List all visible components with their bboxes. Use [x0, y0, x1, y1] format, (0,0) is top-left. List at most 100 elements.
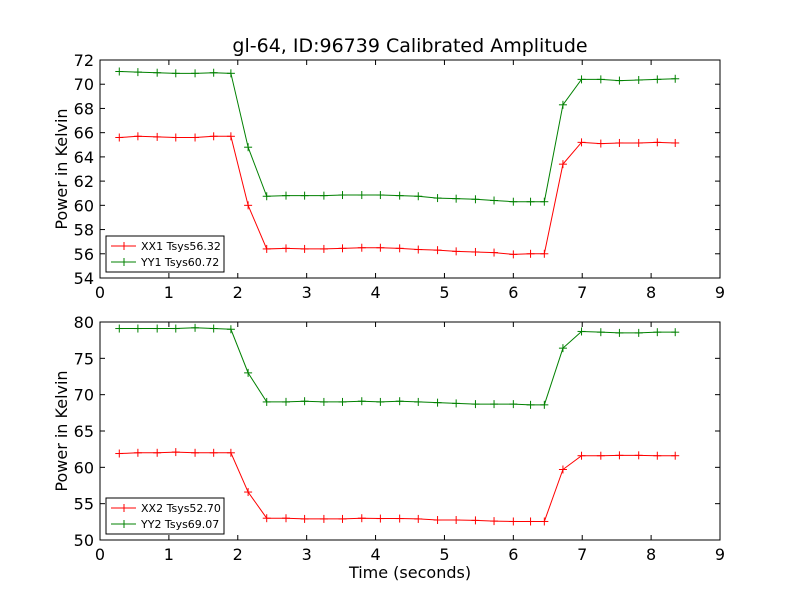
data-point-marker: [191, 448, 200, 457]
data-point-marker: [133, 448, 142, 457]
data-point-marker: [653, 75, 662, 84]
legend-label: XX2 Tsys52.70: [141, 502, 221, 515]
y-tick-label: 50: [74, 531, 94, 550]
data-point-marker: [452, 194, 461, 203]
data-point-marker: [509, 517, 518, 526]
data-point-marker: [615, 138, 624, 147]
data-point-marker: [191, 323, 200, 332]
y-tick-label: 66: [74, 124, 94, 143]
data-point-marker: [153, 68, 162, 77]
figure-title: gl-64, ID:96739 Calibrated Amplitude: [232, 35, 587, 57]
data-point-marker: [282, 191, 290, 200]
data-point-marker: [300, 191, 309, 200]
x-tick-label: 1: [164, 283, 174, 302]
legend-box: [105, 235, 225, 273]
data-point-marker: [490, 517, 499, 526]
x-tick-label: 6: [508, 283, 518, 302]
data-point-marker: [414, 245, 423, 254]
data-point-marker: [244, 488, 253, 497]
data-point-marker: [226, 69, 235, 78]
x-tick-label: 9: [715, 545, 725, 564]
data-point-marker: [115, 324, 124, 333]
data-point-marker: [540, 197, 549, 206]
legend-item: YY1 Tsys60.72: [111, 256, 219, 269]
data-point-marker: [191, 69, 200, 78]
legend-item: YY2 Tsys69.07: [111, 518, 219, 531]
y-tick-label: 64: [74, 148, 94, 167]
data-point-marker: [319, 191, 328, 200]
series-xx1: [115, 132, 680, 259]
data-point-marker: [209, 324, 218, 333]
x-tick-label: 4: [370, 545, 380, 564]
data-point-marker: [376, 243, 385, 252]
y-tick-label: 55: [74, 495, 94, 514]
legend-label: YY1 Tsys60.72: [140, 256, 219, 269]
data-point-marker: [471, 195, 480, 204]
data-point-marker: [338, 514, 347, 523]
data-point-marker: [509, 197, 518, 206]
data-point-marker: [615, 451, 624, 460]
data-point-marker: [471, 247, 480, 256]
x-tick-label: 7: [577, 283, 587, 302]
x-tick-label: 9: [715, 283, 725, 302]
data-point-marker: [300, 397, 309, 406]
y-tick-label: 72: [74, 51, 94, 70]
bottom-panel: 0 1 2 3 4 5 6 7 8 9 50 55 60 65 70 75 80 Power in Kelvin T…: [52, 313, 725, 582]
data-point-marker: [558, 465, 567, 474]
data-point-marker: [282, 397, 290, 406]
data-point-marker: [526, 249, 535, 258]
data-point-marker: [226, 448, 235, 457]
y-tick-label: 80: [74, 313, 94, 332]
plot-area-frame: [99, 59, 721, 279]
y-tick-label: 54: [74, 269, 94, 288]
y-tick-label: 70: [74, 75, 94, 94]
data-point-marker: [395, 244, 404, 253]
data-point-marker: [209, 132, 218, 141]
series-yy1: [115, 67, 680, 206]
y-tick-label: 75: [74, 349, 94, 368]
data-point-marker: [452, 247, 461, 256]
x-tick-label: 4: [370, 283, 380, 302]
y-tick-label: 56: [74, 245, 94, 264]
data-point-marker: [490, 248, 499, 257]
data-point-marker: [209, 448, 218, 457]
y-tick-label: 62: [74, 172, 94, 191]
x-tick-label: 8: [646, 283, 656, 302]
legend: XX2 Tsys52.70 YY2 Tsys69.07: [105, 497, 225, 535]
data-point-marker: [414, 397, 423, 406]
data-point-marker: [282, 244, 290, 253]
x-tick-label: 0: [95, 283, 105, 302]
data-point-marker: [376, 397, 385, 406]
data-point-marker: [540, 517, 549, 526]
y-tick-label: 65: [74, 422, 94, 441]
data-point-marker: [526, 197, 535, 206]
data-point-marker: [490, 400, 499, 409]
data-point-marker: [319, 397, 328, 406]
data-point-marker: [577, 75, 586, 84]
series-yy2: [115, 323, 680, 409]
y-axis-title: Power in Kelvin: [52, 370, 71, 491]
x-tick-label: 6: [508, 545, 518, 564]
data-point-marker: [357, 243, 366, 252]
data-point-marker: [244, 368, 253, 377]
y-tick-label: 58: [74, 221, 94, 240]
data-point-marker: [171, 324, 180, 333]
x-tick-label: 7: [577, 545, 587, 564]
x-axis-title: Time (seconds): [348, 563, 471, 582]
legend-item: XX1 Tsys56.32: [111, 240, 221, 253]
data-point-marker: [319, 514, 328, 523]
data-point-marker: [634, 75, 643, 84]
data-point-marker: [262, 244, 271, 253]
data-point-marker: [671, 451, 680, 460]
data-point-marker: [671, 138, 680, 147]
data-point-marker: [376, 514, 385, 523]
data-point-marker: [634, 138, 643, 147]
data-point-marker: [395, 514, 404, 523]
series-xx2: [115, 448, 680, 526]
legend-label: XX1 Tsys56.32: [141, 240, 221, 253]
data-point-marker: [653, 138, 662, 147]
data-point-marker: [209, 68, 218, 77]
y-axis-title: Power in Kelvin: [52, 108, 71, 229]
legend: XX1 Tsys56.32 YY1 Tsys60.72: [105, 235, 225, 273]
data-point-marker: [226, 132, 235, 141]
